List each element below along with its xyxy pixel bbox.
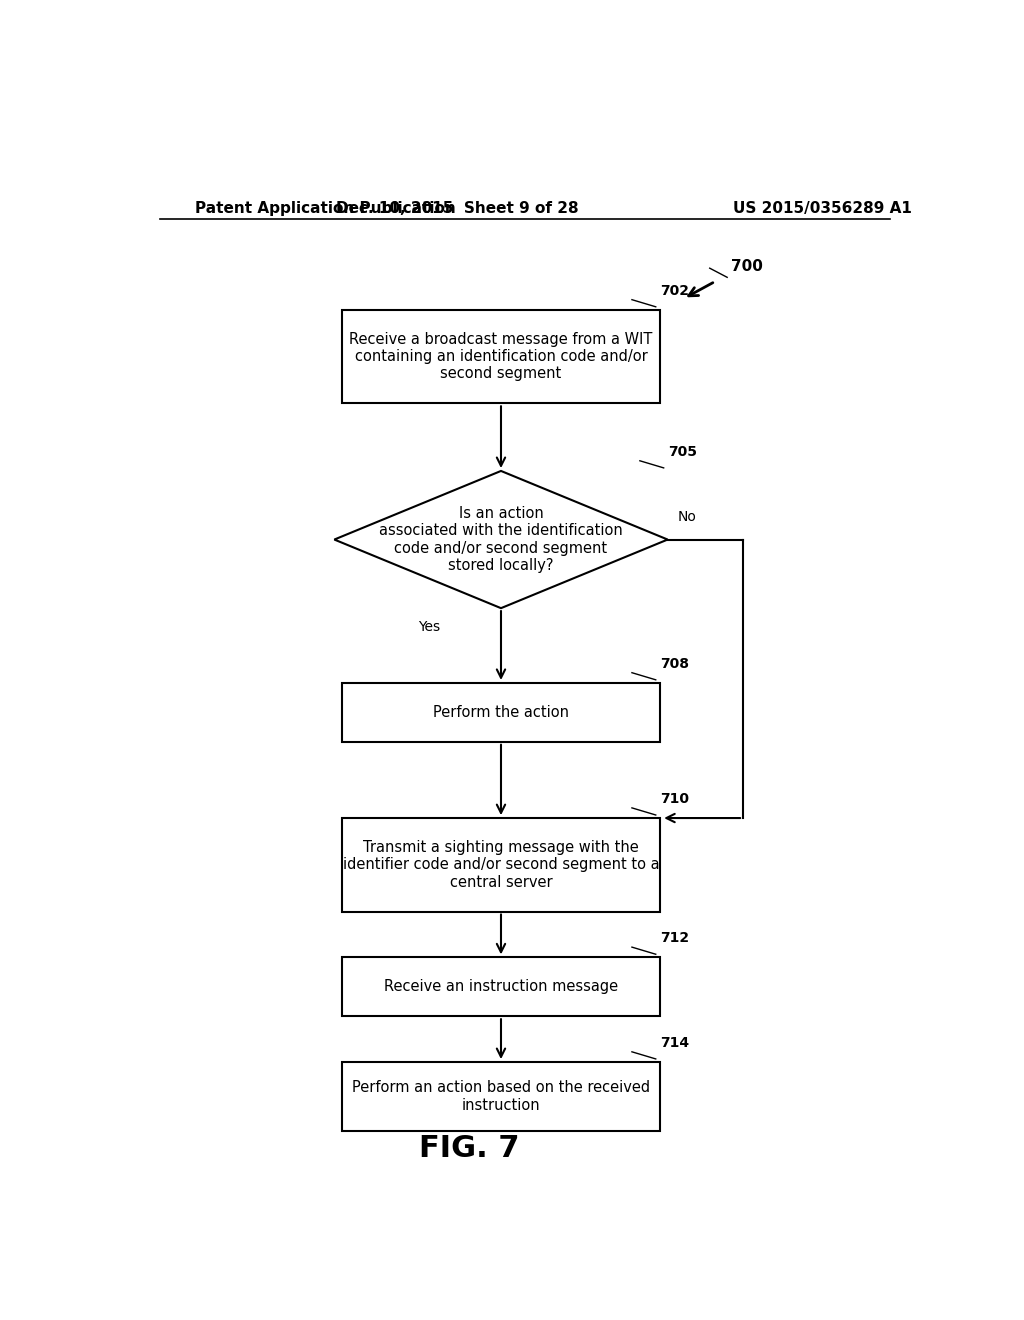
Text: Yes: Yes (419, 620, 440, 635)
Text: Receive an instruction message: Receive an instruction message (384, 979, 618, 994)
Text: Receive a broadcast message from a WIT
containing an identification code and/or
: Receive a broadcast message from a WIT c… (349, 331, 652, 381)
Text: Is an action
associated with the identification
code and/or second segment
store: Is an action associated with the identif… (379, 506, 623, 573)
Text: 702: 702 (659, 284, 689, 297)
Text: 700: 700 (731, 259, 763, 275)
Text: Perform an action based on the received
instruction: Perform an action based on the received … (352, 1080, 650, 1113)
FancyBboxPatch shape (342, 682, 659, 742)
Text: 708: 708 (659, 656, 689, 671)
Text: Patent Application Publication: Patent Application Publication (196, 201, 457, 215)
Text: 712: 712 (659, 931, 689, 945)
Polygon shape (334, 471, 668, 609)
Text: Dec. 10, 2015  Sheet 9 of 28: Dec. 10, 2015 Sheet 9 of 28 (336, 201, 579, 215)
Text: No: No (677, 511, 696, 524)
FancyBboxPatch shape (342, 957, 659, 1016)
FancyBboxPatch shape (342, 818, 659, 912)
Text: Transmit a sighting message with the
identifier code and/or second segment to a
: Transmit a sighting message with the ide… (343, 840, 659, 890)
Text: 705: 705 (668, 445, 696, 459)
FancyBboxPatch shape (342, 310, 659, 404)
FancyBboxPatch shape (342, 1063, 659, 1131)
Text: 714: 714 (659, 1036, 689, 1049)
Text: Perform the action: Perform the action (433, 705, 569, 719)
Text: 710: 710 (659, 792, 689, 805)
Text: US 2015/0356289 A1: US 2015/0356289 A1 (733, 201, 911, 215)
Text: FIG. 7: FIG. 7 (419, 1134, 519, 1163)
